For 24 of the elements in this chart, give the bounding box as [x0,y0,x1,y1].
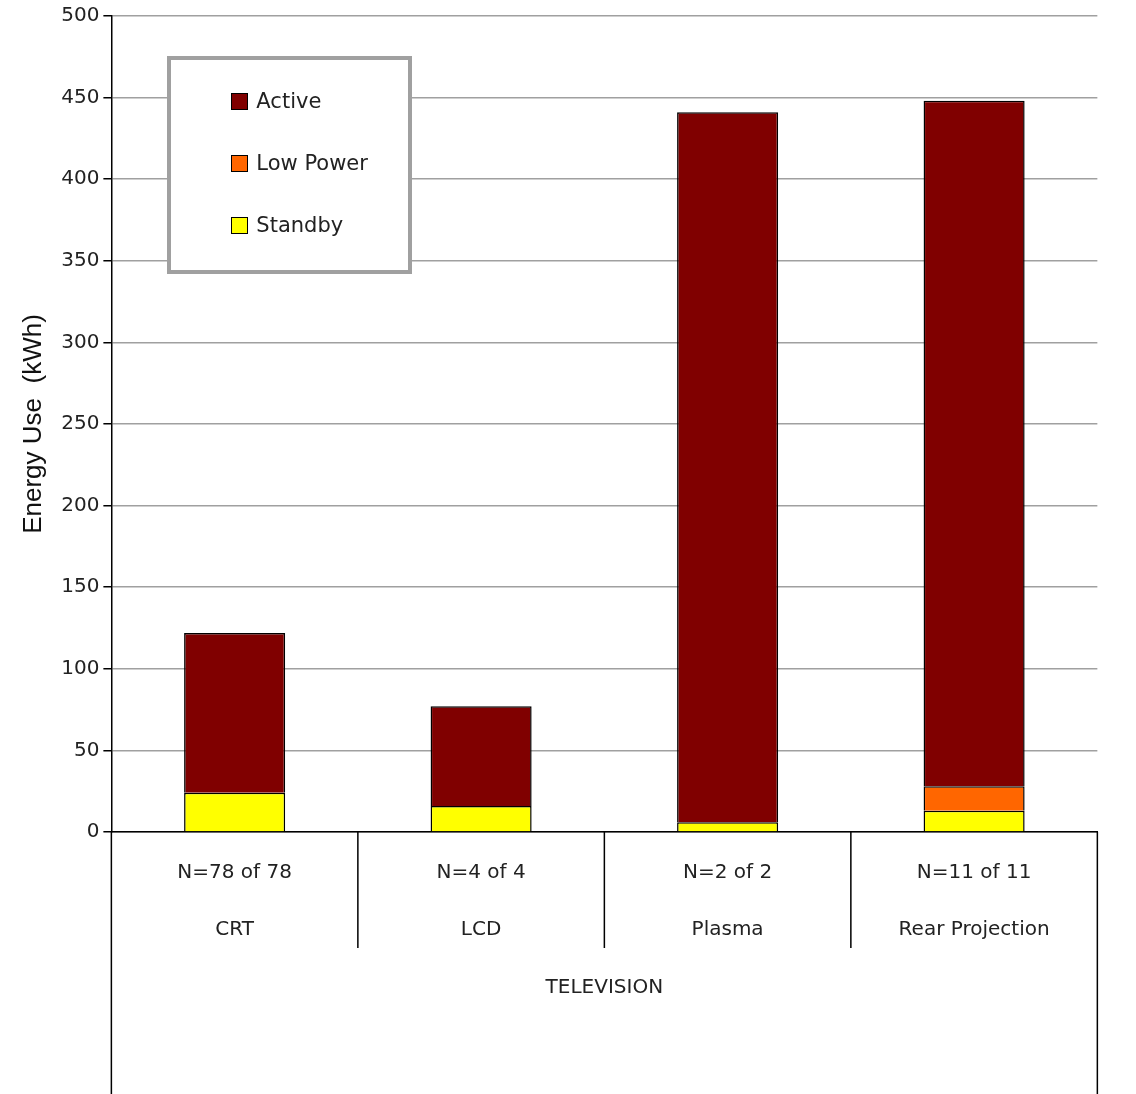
text: N=11 of 11 [916,859,1032,884]
y-tick-label: 200 [61,491,100,516]
y-tick-label: 150 [61,573,100,598]
x-tick-label: Rear Projection [898,916,1050,941]
y-tick-label: 500 [61,2,100,27]
y-tick-label: 450 [61,83,100,108]
text: N=4 of 4 [436,859,526,884]
text: TELEVISION [544,974,664,999]
x-tick-label: CRT [215,916,255,941]
y-tick-label: 0 [86,818,100,843]
x-tick-label: LCD [460,916,502,941]
y-tick-label: 250 [61,410,100,435]
y-tick-label: 100 [61,655,100,679]
legend-label: Low Power [256,151,368,175]
text: N=2 of 2 [683,859,773,884]
y-axis-title: Energy Use (kWh) [16,314,47,534]
y-tick-label: 350 [61,247,100,271]
y-tick-label: 300 [61,328,100,353]
y-tick-label: 400 [61,165,100,190]
y-tick-label: 50 [73,736,100,761]
legend-label: Standby [256,213,344,237]
x-tick-label: Plasma [691,916,764,941]
legend-label: Active [256,89,322,113]
text: N=78 of 78 [177,859,292,884]
